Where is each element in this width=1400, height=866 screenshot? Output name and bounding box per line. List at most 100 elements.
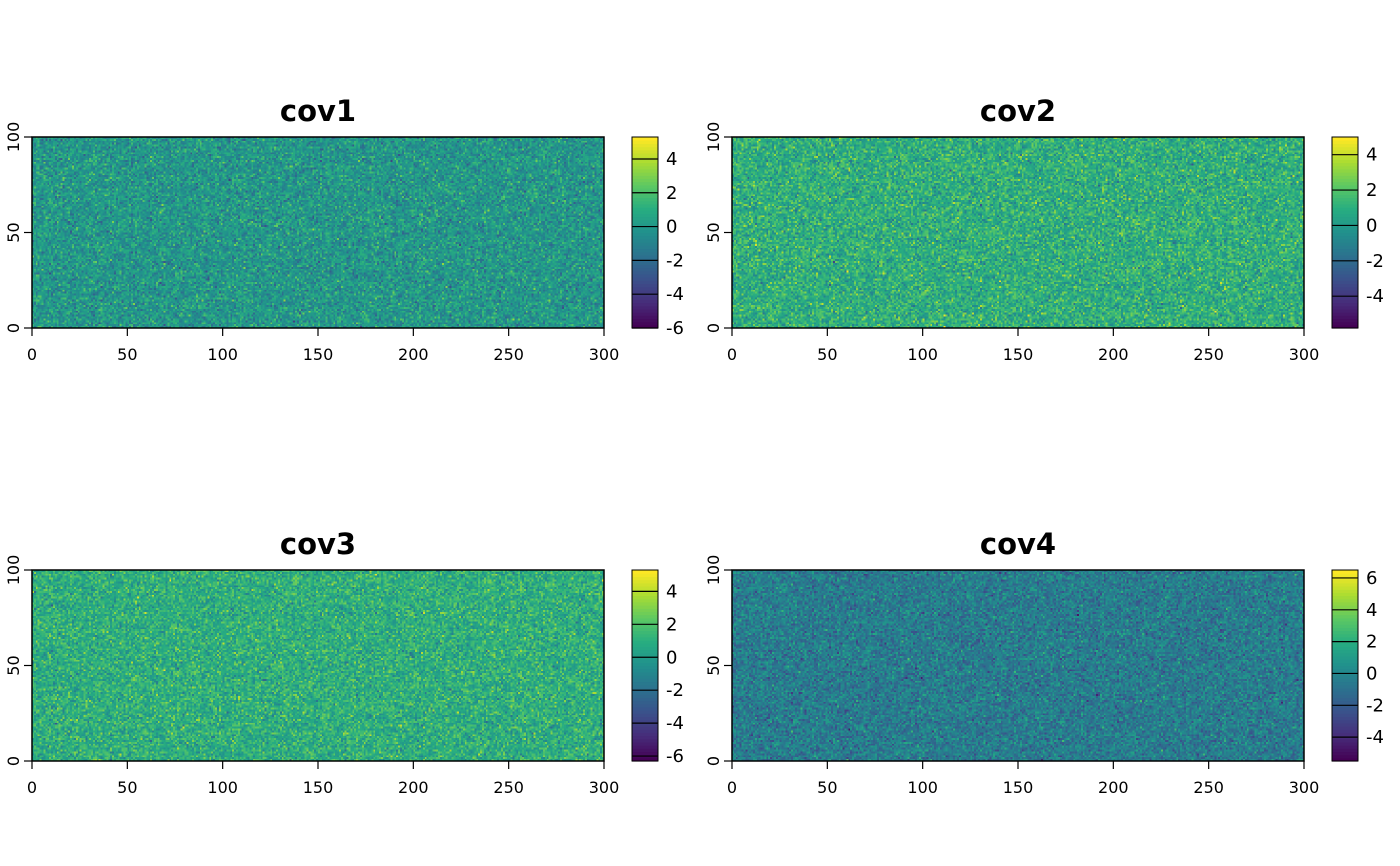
raster-image — [32, 137, 604, 328]
colorbar-segment — [632, 636, 658, 641]
colorbar-segment — [632, 238, 658, 243]
colorbar-segment — [632, 690, 658, 695]
colorbar-segment — [632, 741, 658, 746]
colorbar-tick-label: 6 — [1366, 568, 1377, 589]
colorbar-segment — [1332, 197, 1358, 202]
x-tick-label: 100 — [207, 778, 238, 797]
colorbar-segment — [1332, 745, 1358, 749]
colorbar-segment — [632, 277, 658, 281]
colorbar-segment — [1332, 659, 1358, 663]
colorbar-segment — [632, 197, 658, 202]
colorbar-segment — [632, 283, 658, 288]
colorbar-segment — [632, 738, 658, 743]
colorbar-segment — [632, 671, 658, 676]
colorbar-segment — [1332, 620, 1358, 625]
x-tick-label: 100 — [907, 345, 938, 364]
colorbar-segment — [1332, 697, 1358, 702]
colorbar-segment — [1332, 655, 1358, 660]
colorbar-segment — [632, 280, 658, 285]
colorbar-segment — [632, 719, 658, 724]
colorbar-segment — [632, 184, 658, 189]
colorbar-segment — [632, 601, 658, 606]
colorbar-tick-label: -2 — [666, 680, 684, 701]
colorbar-segment — [1332, 267, 1358, 272]
colorbar-segment — [1332, 751, 1358, 756]
colorbar-segment — [632, 248, 658, 253]
colorbar-segment — [632, 662, 658, 667]
y-tick-label: 100 — [4, 122, 23, 153]
x-tick-label: 150 — [303, 345, 334, 364]
colorbar-segment — [1332, 264, 1358, 269]
colorbar-segment — [1332, 748, 1358, 753]
colorbar-segment — [632, 595, 658, 600]
x-tick-label: 150 — [1003, 345, 1034, 364]
colorbar-segment — [632, 273, 658, 278]
y-tick-label: 50 — [704, 222, 723, 242]
colorbar-segment — [1332, 716, 1358, 721]
x-tick-label: 50 — [817, 778, 837, 797]
colorbar-segment — [1332, 665, 1358, 670]
colorbar-segment — [632, 216, 658, 221]
colorbar-segment — [632, 605, 658, 609]
raster-image — [732, 570, 1304, 761]
colorbar-segment — [1332, 286, 1358, 291]
colorbar-segment — [632, 159, 658, 164]
y-tick-label: 50 — [704, 655, 723, 675]
colorbar-segment — [1332, 235, 1358, 240]
colorbar-segment — [1332, 165, 1358, 170]
x-tick-label: 250 — [493, 345, 524, 364]
colorbar-segment — [632, 617, 658, 622]
y-tick-label: 50 — [4, 222, 23, 242]
colorbar-tick-label: -4 — [1366, 727, 1384, 748]
x-tick-label: 0 — [27, 778, 37, 797]
colorbar-segment — [1332, 649, 1358, 654]
colorbar-tick-label: 4 — [1366, 600, 1377, 621]
x-tick-label: 0 — [727, 345, 737, 364]
colorbar-segment — [632, 143, 658, 148]
colorbar-segment — [632, 681, 658, 686]
colorbar-segment — [632, 729, 658, 733]
colorbar-segment — [632, 219, 658, 224]
colorbar-segment — [1332, 184, 1358, 189]
colorbar-segment — [632, 633, 658, 638]
colorbar-tick-label: -6 — [666, 746, 684, 767]
colorbar-segment — [1332, 617, 1358, 622]
colorbar-segment — [632, 299, 658, 304]
colorbar-segment — [1332, 729, 1358, 733]
colorbar-segment — [1332, 725, 1358, 730]
colorbar-segment — [1332, 643, 1358, 647]
colorbar-segment — [1332, 200, 1358, 205]
colorbar-segment — [632, 573, 658, 577]
colorbar-segment — [632, 703, 658, 708]
colorbar-segment — [632, 630, 658, 635]
x-tick-label: 300 — [589, 345, 620, 364]
x-tick-label: 300 — [589, 778, 620, 797]
colorbar-segment — [1332, 159, 1358, 164]
colorbar-segment — [632, 162, 658, 167]
x-tick-label: 50 — [117, 778, 137, 797]
colorbar-segment — [1332, 302, 1358, 307]
raster-panel-cov1: cov1 0 50 100 150 200 250 300 0 50 100 -6 -4 -2 0 2 4 — [4, 94, 684, 364]
colorbar-segment — [1332, 595, 1358, 600]
x-tick-label: 250 — [1193, 345, 1224, 364]
colorbar-segment — [632, 149, 658, 154]
colorbar-segment — [632, 748, 658, 753]
colorbar-segment — [1332, 579, 1358, 584]
colorbar-segment — [632, 178, 658, 183]
colorbar-segment — [1332, 172, 1358, 176]
raster-image — [32, 570, 604, 761]
colorbar-segment — [1332, 296, 1358, 300]
colorbar-segment — [1332, 162, 1358, 167]
colorbar-segment — [632, 165, 658, 170]
colorbar-segment — [632, 137, 658, 141]
colorbar-segment — [632, 213, 658, 218]
colorbar-segment — [1332, 719, 1358, 724]
colorbar-segment — [1332, 216, 1358, 221]
colorbar-segment — [1332, 242, 1358, 246]
colorbar-segment — [1332, 710, 1358, 714]
y-tick-label: 0 — [704, 756, 723, 766]
colorbar-segment — [632, 312, 658, 316]
colorbar-segment — [632, 226, 658, 230]
colorbar-segment — [1332, 652, 1358, 657]
colorbar-segment — [632, 627, 658, 632]
